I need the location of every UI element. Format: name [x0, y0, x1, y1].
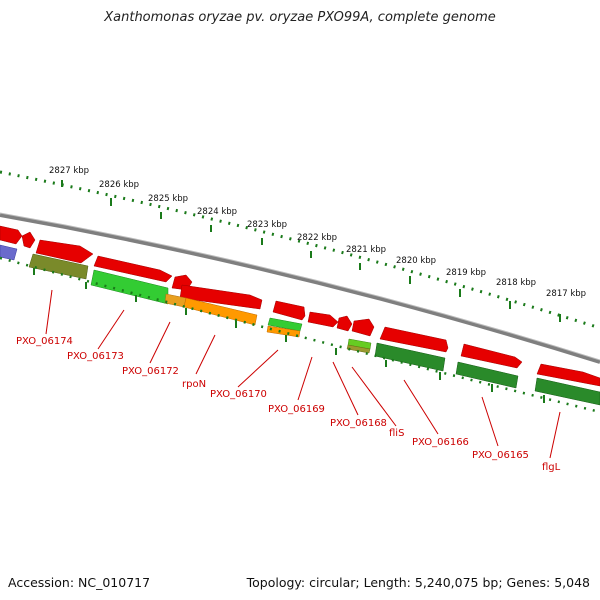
gene-feature[interactable] [460, 343, 523, 369]
gene-label-pxo-06174[interactable]: PXO_06174 [16, 336, 73, 347]
gene-feature[interactable] [307, 311, 339, 328]
scale-label-2821: 2821 kbp [346, 245, 386, 255]
scale-label-2817: 2817 kbp [546, 289, 586, 299]
gene-feature[interactable] [90, 269, 169, 305]
gene-feature[interactable] [272, 300, 306, 321]
leader-lines [45, 289, 561, 459]
gene-feature[interactable] [336, 315, 353, 332]
scale-label-2822: 2822 kbp [297, 233, 337, 243]
gene-feature[interactable] [534, 377, 600, 406]
gene-feature[interactable] [455, 361, 519, 389]
scale-label-2826: 2826 kbp [99, 180, 139, 190]
gene-label-rpon[interactable]: rpoN [182, 379, 206, 390]
gene-feature[interactable] [183, 297, 258, 326]
scale-label-2818: 2818 kbp [496, 278, 536, 288]
gene-feature[interactable] [21, 231, 36, 249]
gene-feature[interactable] [374, 342, 446, 372]
reverse-strand-genes [0, 244, 600, 406]
gene-labels: PXO_06174 PXO_06173 PXO_06172 rpoN PXO_0… [16, 336, 561, 473]
scale-labels: 2827 kbp 2826 kbp 2825 kbp 2824 kbp 2823… [49, 166, 586, 299]
outer-major-ticks [61, 180, 561, 322]
gene-label-flis[interactable]: fliS [389, 428, 404, 439]
scale-label-2819: 2819 kbp [446, 268, 486, 278]
gene-label-pxo-06166[interactable]: PXO_06166 [412, 437, 469, 448]
topology-info: Topology: circular; Length: 5,240,075 bp… [246, 575, 590, 590]
gene-label-pxo-06169[interactable]: PXO_06169 [268, 404, 325, 415]
gene-feature[interactable] [35, 239, 94, 264]
gene-feature[interactable] [266, 325, 301, 338]
gene-feature[interactable] [536, 363, 600, 387]
gene-feature[interactable] [28, 253, 89, 280]
accession-info: Accession: NC_010717 [8, 575, 151, 590]
gene-label-pxo-06170[interactable]: PXO_06170 [210, 389, 267, 400]
inner-scale-ring [0, 256, 600, 414]
gene-label-flgl[interactable]: flgL [542, 462, 561, 473]
scale-label-2824: 2824 kbp [197, 207, 237, 217]
gene-feature[interactable] [93, 255, 173, 283]
scale-label-2827: 2827 kbp [49, 166, 89, 176]
scale-label-2825: 2825 kbp [148, 194, 188, 204]
map-title: Xanthomonas oryzae pv. oryzae PXO99A, co… [104, 10, 496, 25]
gene-feature[interactable] [346, 344, 371, 354]
scale-label-2823: 2823 kbp [247, 220, 287, 230]
inner-major-ticks [33, 268, 545, 403]
gene-feature[interactable] [379, 326, 449, 353]
scale-label-2820: 2820 kbp [396, 256, 436, 266]
gene-feature[interactable] [0, 225, 23, 245]
gene-label-pxo-06173[interactable]: PXO_06173 [67, 351, 124, 362]
gene-feature[interactable] [179, 284, 263, 310]
gene-feature[interactable] [351, 318, 375, 337]
gene-label-pxo-06165[interactable]: PXO_06165 [472, 450, 529, 461]
gene-label-pxo-06168[interactable]: PXO_06168 [330, 418, 387, 429]
forward-strand-genes [0, 225, 600, 387]
gene-feature[interactable] [0, 244, 18, 261]
gene-label-pxo-06172[interactable]: PXO_06172 [122, 366, 179, 377]
backbone [0, 213, 600, 364]
